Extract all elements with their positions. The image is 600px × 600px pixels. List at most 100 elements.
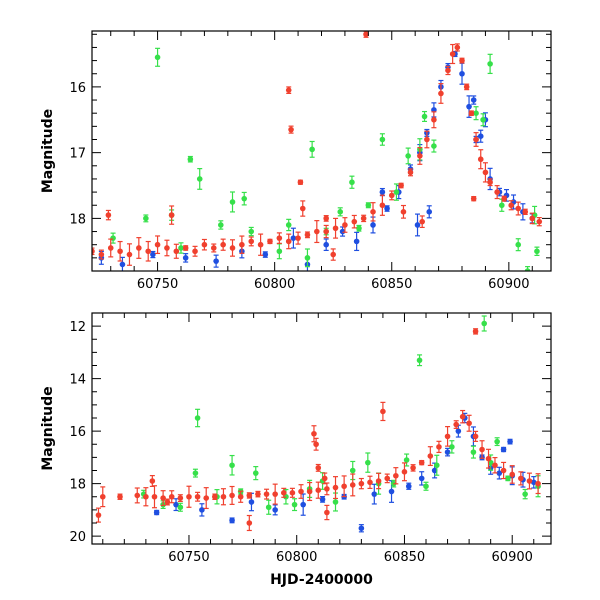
data-point — [95, 512, 102, 518]
data-point — [414, 222, 421, 228]
data-point — [153, 509, 160, 516]
x-tick-label: 60850 — [384, 550, 425, 565]
data-point — [178, 245, 184, 251]
y-tick-label: 16 — [69, 81, 86, 96]
data-point — [154, 241, 161, 248]
data-point — [168, 212, 175, 218]
data-point — [119, 261, 126, 268]
data-point — [485, 455, 492, 462]
data-point — [229, 517, 235, 524]
data-point — [314, 228, 320, 235]
data-point — [535, 480, 541, 487]
data-point — [393, 472, 399, 479]
data-point — [323, 241, 329, 248]
data-point — [534, 248, 540, 255]
x-tick-label: 60900 — [492, 550, 533, 565]
data-point — [496, 470, 503, 476]
data-point — [426, 209, 433, 215]
data-point — [410, 465, 416, 471]
data-point — [173, 248, 180, 255]
data-point — [288, 126, 294, 133]
data-point — [272, 491, 278, 497]
data-point — [360, 215, 367, 222]
plot-frame — [91, 30, 552, 272]
data-point — [332, 484, 339, 491]
data-point — [473, 110, 479, 116]
data-point — [367, 479, 373, 486]
data-point — [290, 235, 297, 241]
data-point — [212, 493, 218, 500]
data-point — [479, 446, 485, 453]
data-point — [280, 490, 287, 496]
data-point — [427, 453, 434, 459]
data-point — [143, 215, 149, 222]
data-point — [210, 245, 217, 251]
data-point — [300, 501, 306, 508]
data-point — [424, 136, 430, 143]
data-point — [522, 491, 528, 497]
top-panel: 60750 60800 60850 60900 16 17 18 Magnitude — [40, 30, 552, 292]
data-point — [262, 251, 269, 258]
data-point — [526, 478, 533, 484]
x-axis-title: HJD-2400000 — [270, 572, 373, 588]
data-point — [297, 179, 304, 186]
data-point — [298, 488, 304, 495]
data-point — [449, 51, 456, 57]
data-point — [220, 493, 227, 500]
data-point — [173, 501, 179, 508]
data-point — [182, 245, 189, 251]
data-point — [455, 428, 462, 434]
data-point — [500, 446, 507, 453]
data-point — [431, 143, 437, 149]
data-point — [164, 245, 170, 251]
data-point — [438, 90, 444, 97]
data-point — [164, 499, 171, 505]
data-point — [449, 444, 455, 450]
data-point — [341, 483, 347, 490]
data-point — [492, 462, 498, 469]
data-point — [315, 465, 322, 471]
data-point — [201, 241, 208, 248]
data-point — [444, 433, 451, 440]
y-tick-label: 20 — [69, 530, 86, 545]
data-point — [418, 459, 425, 466]
data-point — [315, 487, 322, 493]
y-tick-label: 17 — [69, 147, 86, 162]
data-point — [353, 238, 360, 245]
data-point — [265, 504, 272, 511]
data-point — [107, 245, 114, 251]
data-point — [105, 212, 112, 218]
data-point — [388, 192, 395, 199]
data-point — [196, 176, 203, 182]
data-point — [472, 328, 479, 335]
data-point — [246, 492, 253, 499]
data-point — [218, 222, 224, 228]
data-point — [255, 491, 261, 497]
series-1 — [110, 47, 540, 271]
data-point — [454, 44, 461, 51]
data-point — [304, 232, 311, 238]
data-point — [365, 202, 372, 209]
data-point — [500, 467, 507, 474]
data-point — [321, 475, 328, 482]
data-point — [494, 189, 500, 195]
x-tick-label: 60800 — [254, 277, 295, 292]
data-point — [143, 493, 149, 500]
data-point — [472, 433, 479, 440]
y-tick-label: 18 — [69, 478, 86, 493]
data-point — [151, 493, 158, 500]
data-point — [487, 61, 493, 67]
data-point — [371, 491, 378, 497]
data-point — [229, 245, 236, 251]
data-point — [289, 490, 296, 496]
data-point — [515, 241, 522, 248]
data-point — [319, 496, 326, 503]
data-point — [393, 189, 400, 195]
plot-frame — [91, 312, 552, 545]
data-point — [306, 488, 313, 495]
data-point — [407, 169, 414, 176]
data-point — [229, 462, 235, 469]
data-point — [194, 493, 201, 500]
data-point — [332, 499, 339, 505]
data-point — [499, 202, 505, 209]
